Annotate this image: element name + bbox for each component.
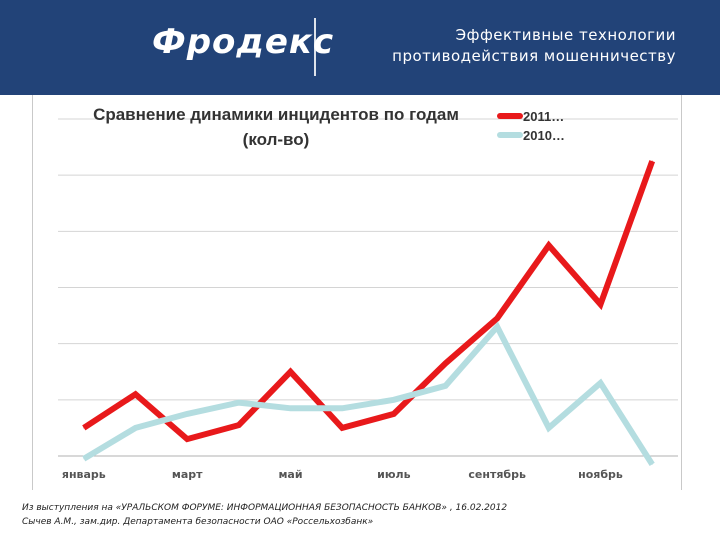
data-point — [651, 463, 653, 465]
tagline-line-1: Эффективные технологии — [455, 26, 676, 44]
x-tick-label: июль — [377, 468, 410, 481]
data-point — [83, 458, 85, 460]
legend-label: 2010… — [523, 128, 565, 143]
data-point — [548, 244, 550, 246]
data-point — [238, 424, 240, 426]
data-point — [548, 427, 550, 429]
tagline-line-2: противодействия мошенничеству — [392, 47, 676, 65]
incident-line-chart: январь март май июль сентябрь ноябрь 2011… 201… — [58, 105, 678, 481]
source-footnote: Из выступления на «УРАЛЬСКОМ ФОРУМЕ: ИНФ… — [22, 501, 507, 529]
data-point — [341, 427, 343, 429]
data-point — [135, 427, 136, 429]
data-point — [186, 438, 188, 440]
x-tick-label: январь — [62, 468, 106, 481]
data-point — [83, 427, 85, 429]
x-tick-label: сентябрь — [468, 468, 526, 481]
header-tagline: Эффективные технологии противодействия м… — [392, 25, 676, 67]
legend-label: 2011… — [523, 109, 564, 124]
data-point — [341, 407, 343, 409]
x-tick-label: май — [278, 468, 302, 481]
data-point — [135, 393, 136, 395]
data-point — [600, 382, 601, 384]
series-line-2011 — [82, 160, 656, 443]
data-point — [445, 362, 446, 364]
data-point — [186, 413, 188, 415]
company-logo: Фродекс — [152, 22, 335, 62]
chart-container: январь март май июль сентябрь ноябрь 2011… 201… — [32, 95, 682, 490]
footnote-line-1: Из выступления на «УРАЛЬСКОМ ФОРУМЕ: ИНФ… — [22, 503, 508, 513]
data-point — [600, 303, 601, 305]
data-point — [651, 160, 653, 162]
data-point — [445, 385, 446, 387]
footnote-line-2: Сычев А.М., зам.дир. Департамента безопа… — [22, 517, 374, 527]
series-line-2010 — [82, 321, 655, 467]
data-point — [238, 402, 240, 404]
header-divider — [314, 18, 316, 76]
header-banner: Фродекс Эффективные технологии противоде… — [0, 0, 720, 95]
x-tick-label: ноябрь — [578, 468, 623, 481]
data-point — [496, 326, 498, 328]
chart-title-line-2: (кол-во) — [243, 130, 310, 149]
data-point — [496, 317, 498, 319]
data-point — [290, 371, 291, 373]
data-point — [290, 407, 291, 409]
x-tick-label: март — [172, 468, 203, 481]
chart-title-line-1: Сравнение динамики инцидентов по годам — [93, 105, 459, 124]
data-point — [393, 413, 395, 415]
data-point — [393, 399, 395, 401]
